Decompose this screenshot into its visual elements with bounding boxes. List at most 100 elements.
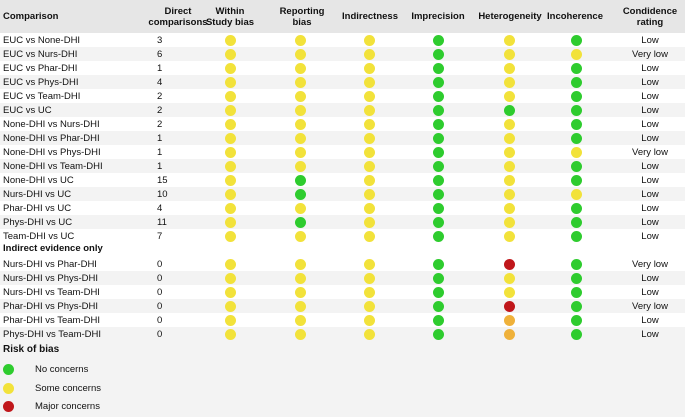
direct-comparisons-count: 1 — [157, 62, 163, 74]
comparison-label: Nurs-DHI vs UC — [3, 188, 72, 200]
green-dot-icon — [432, 188, 444, 200]
table-row: None-DHI vs Team-DHI 1 Low — [0, 159, 685, 173]
yellow-dot-icon — [363, 132, 375, 144]
green-dot-icon — [432, 314, 444, 326]
yellow-dot-icon — [294, 258, 306, 270]
yellow-dot-icon — [224, 104, 236, 116]
reporting-cell — [290, 75, 310, 89]
yellow-dot-icon — [363, 286, 375, 298]
confidence-rating: Low — [641, 230, 659, 242]
imprecision-cell — [428, 89, 448, 103]
green-dot-icon — [432, 118, 444, 130]
indirectness-cell — [359, 159, 379, 173]
imprecision-cell — [428, 187, 448, 201]
orange-dot-icon — [503, 314, 515, 326]
yellow-dot-icon — [294, 286, 306, 298]
reporting-cell — [290, 47, 310, 61]
yellow-dot-icon — [294, 146, 306, 158]
imprecision-cell — [428, 299, 448, 313]
yellow-dot-icon — [503, 286, 515, 298]
table-row: None-DHI vs Phar-DHI 1 Low — [0, 131, 685, 145]
reporting-cell — [290, 103, 310, 117]
table-row: Phar-DHI vs Phys-DHI 0 Very low — [0, 299, 685, 313]
direct-comparisons-count: 7 — [157, 230, 163, 242]
heterogeneity-cell — [499, 47, 519, 61]
incoherence-cell — [566, 285, 586, 299]
green-dot-icon — [432, 146, 444, 158]
green-dot-icon — [432, 258, 444, 270]
green-dot-icon — [294, 174, 306, 186]
table-row: EUC vs Team-DHI 2 Low — [0, 89, 685, 103]
table-row: Phys-DHI vs UC 11 Low — [0, 215, 685, 229]
confidence-rating: Low — [641, 104, 659, 116]
comparison-label: EUC vs Phar-DHI — [3, 62, 78, 74]
within-cell — [220, 61, 240, 75]
yellow-dot-icon — [294, 48, 306, 60]
comparison-label: Nurs-DHI vs Team-DHI — [3, 286, 100, 298]
yellow-dot-icon — [363, 272, 375, 284]
yellow-dot-icon — [294, 34, 306, 46]
green-dot-icon — [570, 90, 582, 102]
green-dot-icon — [432, 48, 444, 60]
green-dot-icon — [570, 230, 582, 242]
within-cell — [220, 131, 240, 145]
yellow-dot-icon — [294, 160, 306, 172]
reporting-cell — [290, 173, 310, 187]
reporting-cell — [290, 33, 310, 47]
within-cell — [220, 229, 240, 243]
table-row: EUC vs None-DHI 3 Low — [0, 33, 685, 47]
yellow-dot-icon — [224, 328, 236, 340]
incoherence-cell — [566, 145, 586, 159]
yellow-dot-icon — [363, 76, 375, 88]
imprecision-cell — [428, 61, 448, 75]
reporting-cell — [290, 327, 310, 341]
heterogeneity-cell — [499, 159, 519, 173]
table-row: EUC vs Phar-DHI 1 Low — [0, 61, 685, 75]
yellow-dot-icon — [503, 62, 515, 74]
within-cell — [220, 313, 240, 327]
indirectness-cell — [359, 313, 379, 327]
incoherence-cell — [566, 201, 586, 215]
yellow-dot-icon — [363, 230, 375, 242]
heterogeneity-cell — [499, 229, 519, 243]
header-comparison: Comparison — [3, 11, 59, 22]
yellow-dot-icon — [363, 62, 375, 74]
table-row: Phar-DHI vs Team-DHI 0 Low — [0, 313, 685, 327]
header-heterogeneity: Heterogeneity — [478, 11, 542, 22]
reporting-cell — [290, 285, 310, 299]
incoherence-cell — [566, 47, 586, 61]
reporting-cell — [290, 89, 310, 103]
direct-comparisons-count: 3 — [157, 34, 163, 46]
confidence-rating: Low — [641, 76, 659, 88]
yellow-dot-icon — [570, 146, 582, 158]
incoherence-cell — [566, 215, 586, 229]
yellow-dot-icon — [224, 188, 236, 200]
imprecision-cell — [428, 75, 448, 89]
table-row: None-DHI vs UC 15 Low — [0, 173, 685, 187]
yellow-dot-icon — [294, 76, 306, 88]
heterogeneity-cell — [499, 131, 519, 145]
green-dot-icon — [570, 328, 582, 340]
indirectness-cell — [359, 117, 379, 131]
heterogeneity-cell — [499, 61, 519, 75]
legend-title: Risk of bias — [3, 344, 60, 355]
green-dot-icon — [570, 132, 582, 144]
incoherence-cell — [566, 89, 586, 103]
green-dot-icon — [432, 272, 444, 284]
indirectness-cell — [359, 61, 379, 75]
within-cell — [220, 215, 240, 229]
indirectness-cell — [359, 327, 379, 341]
yellow-dot-icon — [503, 90, 515, 102]
reporting-cell — [290, 257, 310, 271]
table-header: Comparison Direct comparisons Within Stu… — [0, 0, 685, 33]
reporting-cell — [290, 187, 310, 201]
yellow-dot-icon — [503, 76, 515, 88]
green-dot-icon — [570, 160, 582, 172]
confidence-rating: Low — [641, 90, 659, 102]
legend-item-no-concerns: No concerns — [3, 362, 88, 376]
header-indirectness: Indirectness — [342, 11, 398, 22]
imprecision-cell — [428, 285, 448, 299]
heterogeneity-cell — [499, 271, 519, 285]
confidence-rating: Low — [641, 34, 659, 46]
confidence-rating: Low — [641, 202, 659, 214]
